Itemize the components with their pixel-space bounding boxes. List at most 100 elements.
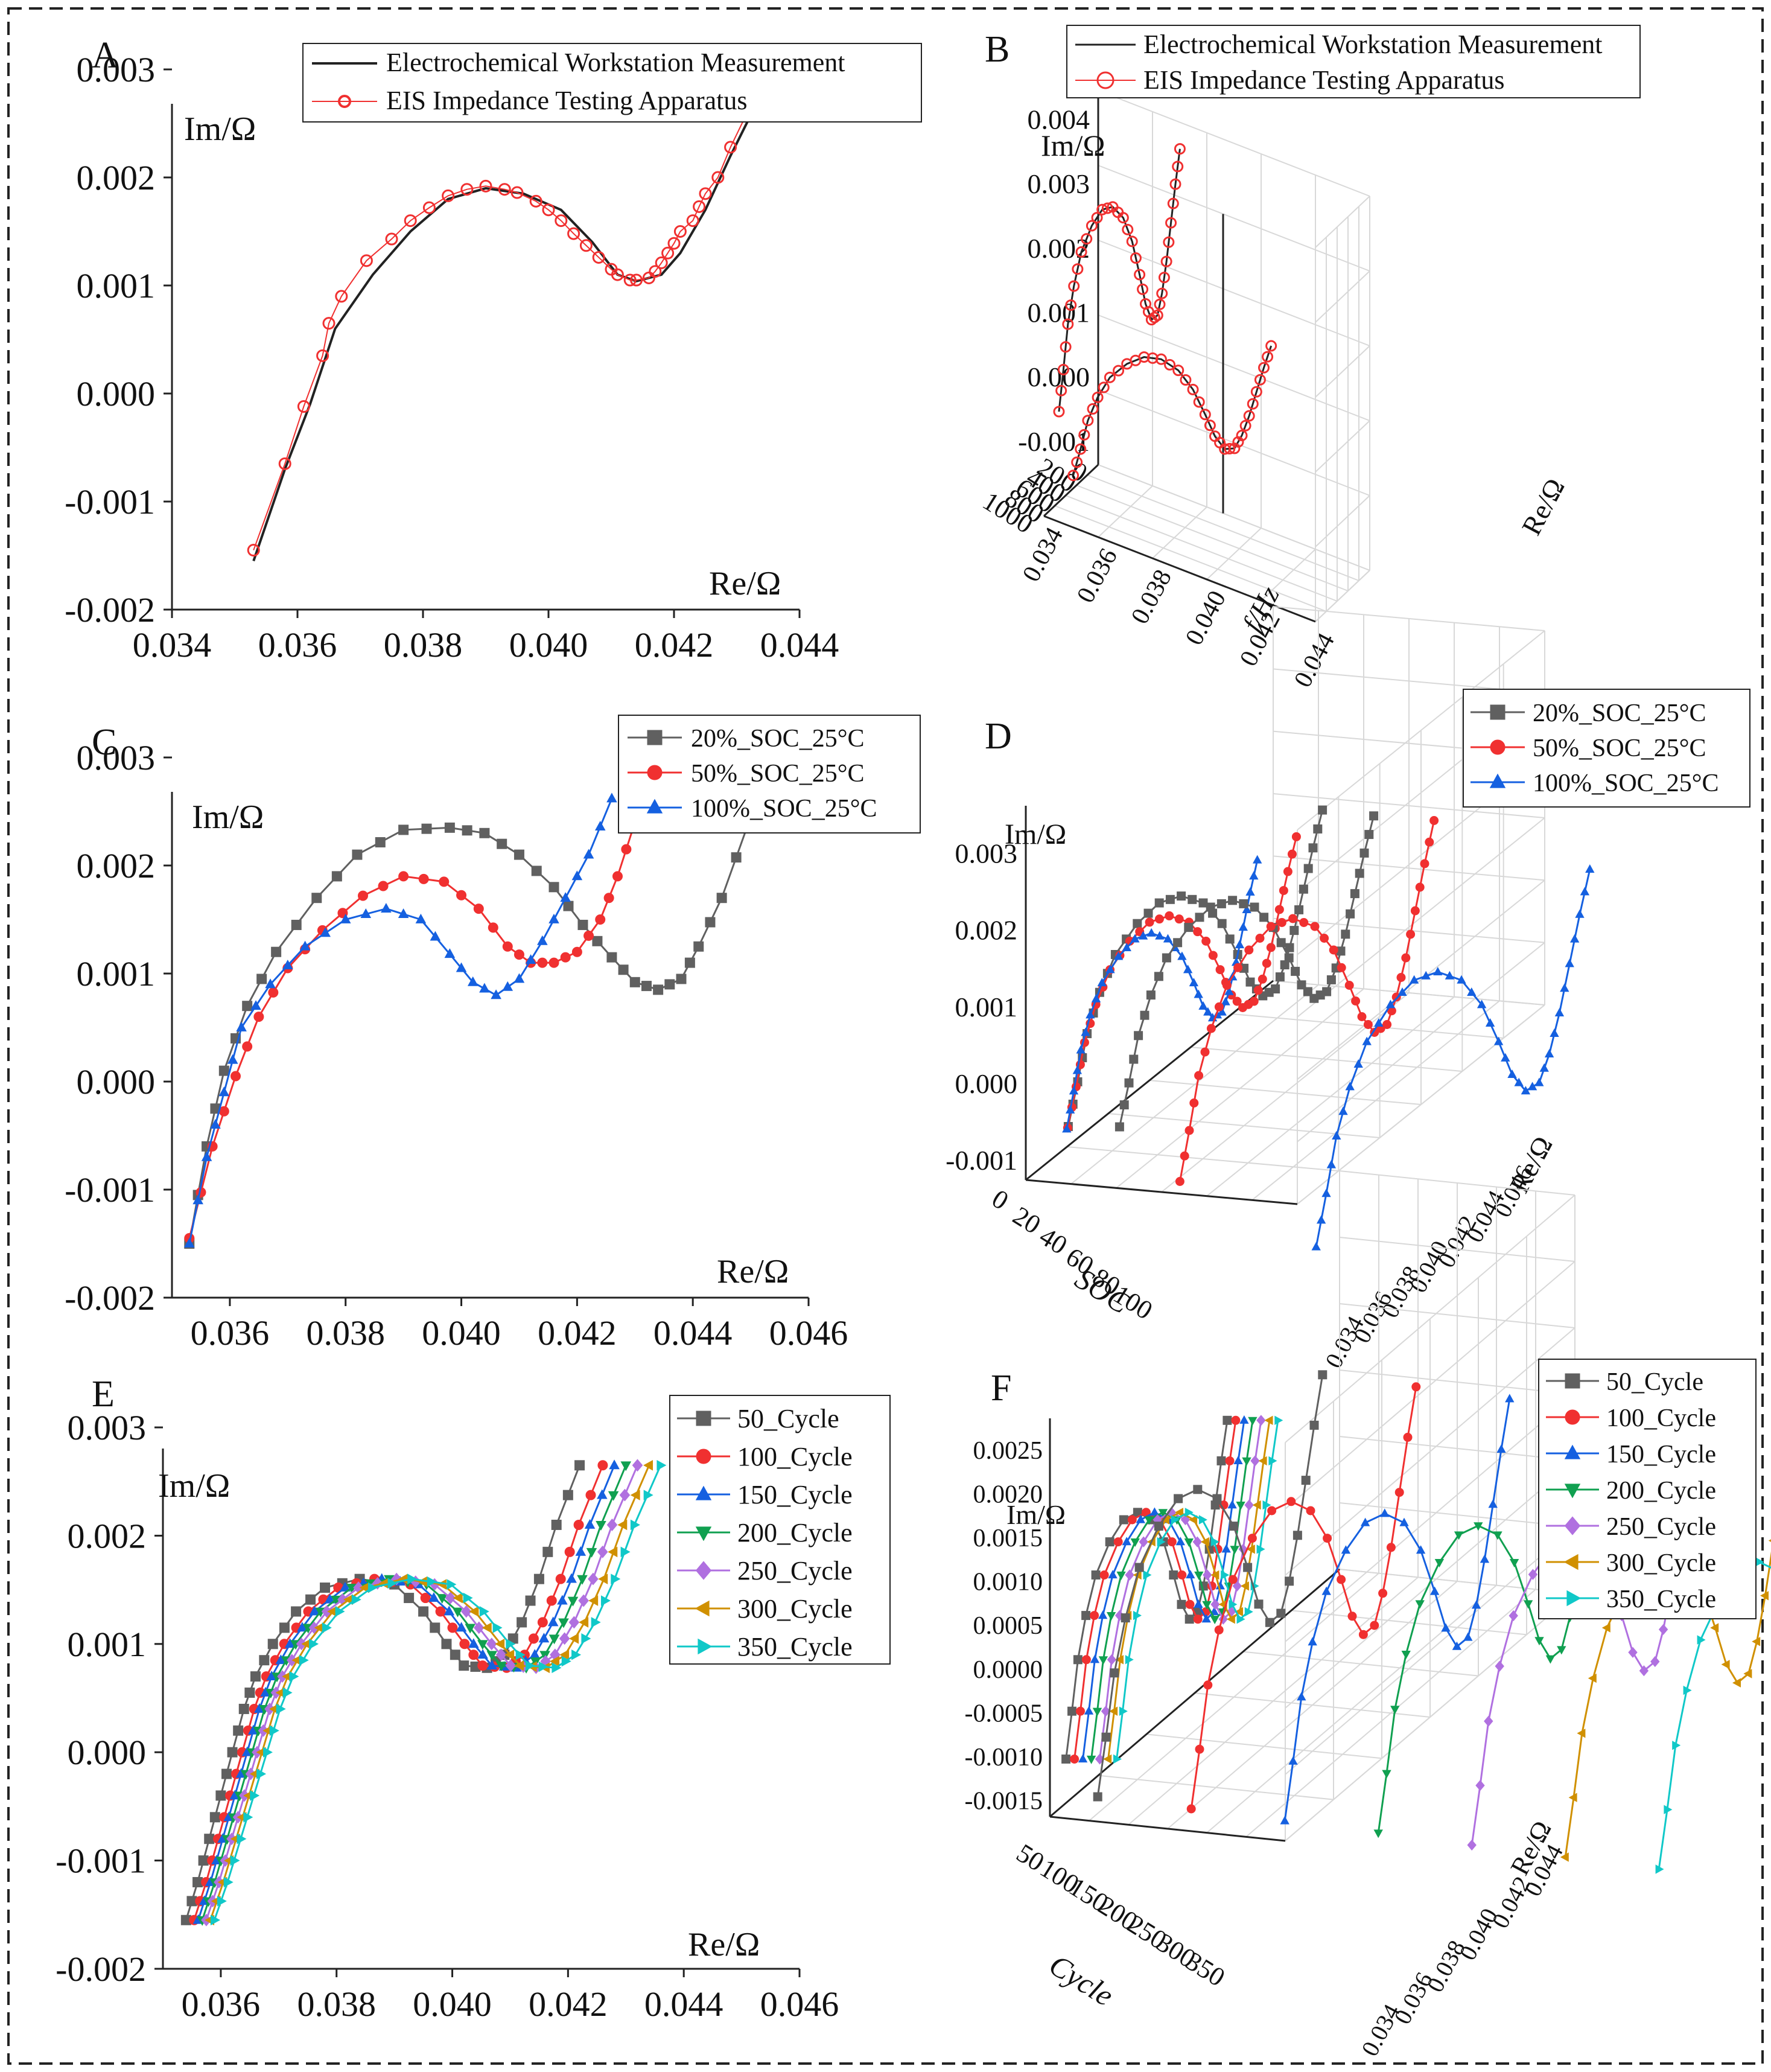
panel-c-series-2-point (320, 927, 331, 937)
panel-e-series-6-point (262, 1747, 273, 1758)
panel-f-legend-label: 250_Cycle (1606, 1513, 1716, 1541)
panel-a-eis-point (555, 214, 568, 228)
panel-f-series-6-point (1664, 1805, 1673, 1814)
panel-c-series-0-point (462, 825, 472, 836)
panel-c-series-0-point (291, 919, 302, 930)
panel-a-xtick-label: 0.034 (133, 625, 212, 665)
panel-b-eis-point (1122, 223, 1134, 235)
panel-f-series-5-point (1721, 1660, 1730, 1669)
panel-c-legend-marker (647, 730, 663, 745)
panel-f-ytick-label: 0.0020 (973, 1481, 1043, 1508)
panel-b-eis-point (1167, 197, 1179, 209)
panel-b-eis-point (1092, 391, 1104, 403)
panel-f-series-0-back-point (1061, 1755, 1071, 1764)
panel-f-grid-floor-b (1291, 1610, 1527, 1636)
panel-e-series-1-point (420, 1593, 431, 1604)
panel-a-eis-point (661, 246, 675, 260)
panel-f-series-2-point (1288, 1756, 1298, 1765)
panel-d-series-0-point (1245, 977, 1255, 987)
panel-a-eis-point (724, 141, 737, 154)
panel-b-eis-point (1075, 246, 1087, 258)
panel-c-series-1-point (548, 957, 559, 968)
panel-d-series-1-point (1206, 1024, 1216, 1033)
panel-c-series-2-point (502, 981, 513, 991)
panel-f-series-4-point (1484, 1715, 1493, 1727)
panel-f-series-0-back-point (1119, 1515, 1128, 1525)
panel-d-series-1-point (1279, 885, 1288, 895)
panel-c-series-2-point (227, 1054, 238, 1064)
panel-f-legend-marker (1563, 1554, 1579, 1570)
panel-f-series-1-point (1247, 1534, 1257, 1543)
panel-d-series-2-point (1183, 964, 1193, 974)
panel-e-series-6-point (210, 1914, 220, 1926)
panel-d-series-2-point (1081, 1027, 1090, 1036)
panel-d-ytick-label: 0.001 (955, 992, 1018, 1022)
panel-f-series-2-back-point (1215, 1581, 1225, 1590)
panel-f-series-3-back-point (1130, 1538, 1140, 1547)
panel-d-legend: 20%_SOC_25°C 50%_SOC_25°C 100%_SOC_25°C (1463, 689, 1750, 808)
panel-b-y-label: Im/Ω (1041, 129, 1105, 162)
panel-f-series-4-point (1658, 1624, 1668, 1635)
panel-f-series-2-point (1505, 1394, 1515, 1403)
panel-e-series-0-point (204, 1834, 215, 1844)
panel-b-eis-point (1172, 161, 1184, 173)
panel-f-series-5-point (1710, 1623, 1719, 1633)
panel-f-series-2-point (1321, 1586, 1331, 1595)
panel-a-eis-point (316, 349, 329, 362)
panel-b-eis-point (1174, 143, 1186, 155)
panel-f-legend-marker (1564, 1516, 1581, 1535)
panel-f-series-1-point (1386, 1543, 1396, 1552)
panel-e-series-1-point (564, 1546, 575, 1557)
panel-f-series-0-point (1318, 1370, 1327, 1380)
panel-b-workstation-line-0 (1058, 148, 1181, 412)
panel-d-series-0-point (1250, 902, 1259, 912)
panel-f-series-2-point (1452, 1641, 1462, 1650)
panel-c-series-2-point (340, 913, 351, 923)
panel-e-legend-marker (696, 1411, 711, 1426)
panel-d-series-2-point (1086, 1010, 1095, 1019)
panel-c-series-1-point (621, 844, 632, 855)
panel-f-series-3-back-point (1242, 1457, 1251, 1466)
panel-b-eis-point (1243, 410, 1255, 422)
panel-e-series-6-point (256, 1768, 267, 1779)
panel-e-ytick-label: 0.003 (68, 1408, 147, 1447)
panel-f-series-3-point (1534, 1637, 1544, 1646)
panel-e-series-1-point (459, 1639, 470, 1650)
panel-b-eis-point (1057, 363, 1069, 375)
panel-c-series-1-point (595, 914, 606, 925)
panel-f-series-3-back-point (1184, 1538, 1194, 1547)
panel-e-series-1-point (597, 1460, 608, 1471)
panel-d-series-0-point (1206, 902, 1215, 912)
panel-e-series-4-point (445, 1592, 456, 1604)
panel-c-legend: 20%_SOC_25°C 50%_SOC_25°C 100%_SOC_25°C (618, 715, 921, 834)
panel-f-series-4-back-point (1256, 1415, 1266, 1426)
panel-e-legend-marker (696, 1449, 711, 1464)
panel-e-series-2-point (557, 1595, 568, 1605)
panel-d-series-1-point (1208, 951, 1218, 960)
panel-f-ytick-label: 0.0005 (973, 1612, 1043, 1640)
panel-c-series-1-point (513, 949, 524, 960)
panel-e-ytick-label: 0.000 (68, 1733, 147, 1772)
panel-f-series-6-back-point (1171, 1515, 1180, 1525)
panel-b-eis-point (1087, 403, 1099, 415)
panel-b-ticks: -0.0010.0000.0010.0020.0030.004020040060… (978, 104, 1340, 692)
panel-e-series-5-point (291, 1654, 302, 1666)
panel-f-series-6-back-point (1236, 1615, 1245, 1624)
panel-e-series-0-point (320, 1583, 331, 1593)
panel-b-eis-point (1082, 415, 1094, 427)
panel-a-plot (247, 63, 775, 562)
panel-c-series-2-point (192, 1194, 203, 1205)
panel-e-series-3-point (548, 1634, 560, 1645)
panel-f-series-1-point (1323, 1534, 1332, 1543)
panel-e-series-0-point (250, 1671, 261, 1682)
panel-e-series-0-point (459, 1660, 469, 1671)
panel-d-series-2-point (1585, 864, 1595, 873)
panel-c-series-0-point (592, 936, 603, 946)
panel-d-series-2-point (1130, 934, 1140, 943)
panel-c-series-1-point (398, 871, 409, 882)
panel-e-series-6-point (630, 1519, 640, 1531)
panel-f-z-label: Cycle (1043, 1948, 1119, 2013)
panel-e-series-5-point (327, 1606, 337, 1617)
panel-c-legend-marker (647, 765, 663, 780)
panel-f-series-1-back-point (1225, 1456, 1235, 1465)
